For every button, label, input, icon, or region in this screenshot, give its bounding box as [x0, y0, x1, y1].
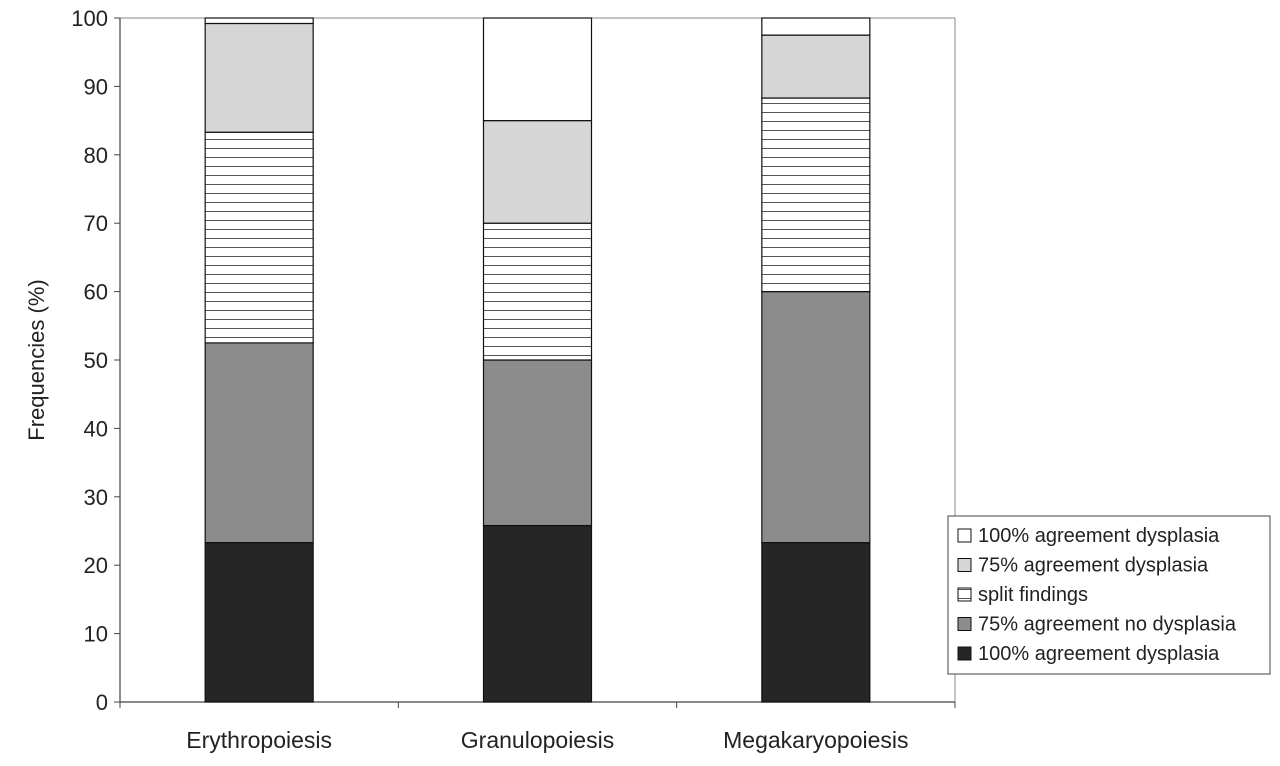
legend-swatch	[957, 558, 972, 572]
y-tick-label: 20	[84, 553, 108, 578]
legend-swatch	[957, 646, 972, 661]
legend-swatch	[957, 528, 972, 543]
bar-segment-3-granulopoiesis	[482, 222, 593, 361]
legend-box	[947, 515, 1271, 675]
y-tick-label: 30	[84, 485, 108, 510]
bar-segment-5-erythropoiesis	[204, 17, 314, 25]
y-tick-label: 70	[84, 211, 108, 236]
y-tick-label: 90	[84, 74, 108, 99]
bar-segment-2-erythropoiesis	[204, 342, 314, 544]
bar-segment-1-erythropoiesis	[204, 542, 314, 703]
bar-segment-3-megakaryopoiesis	[761, 97, 871, 293]
bar-segment-2-megakaryopoiesis	[761, 291, 871, 544]
bar-segment-1-granulopoiesis	[482, 524, 593, 703]
bar-segment-1-megakaryopoiesis	[761, 542, 871, 703]
legend-swatch	[957, 587, 972, 602]
legend-entry-label: 100% agreement dysplasia	[978, 643, 1220, 665]
y-tick-label: 50	[84, 348, 108, 373]
bar-segment-4-megakaryopoiesis	[761, 34, 871, 99]
bar-segment-5-megakaryopoiesis	[761, 17, 871, 36]
x-category-label: Megakaryopoiesis	[723, 727, 908, 753]
plot-area: 0 10 20 30 40 50 60 70 80 90 100 Erythropoiesis Gran…	[71, 6, 956, 753]
bar-segment-3-erythropoiesis	[204, 131, 314, 344]
x-category-label: Granulopoiesis	[461, 727, 614, 753]
y-tick-label: 60	[84, 280, 108, 305]
legend-swatch	[957, 617, 972, 631]
y-tick-label: 10	[84, 622, 108, 647]
bar-segment-4-erythropoiesis	[204, 22, 314, 133]
y-tick-label: 100	[71, 6, 108, 31]
bar-segment-4-granulopoiesis	[482, 119, 593, 224]
y-tick-label: 0	[96, 690, 108, 715]
y-axis-label: Frequencies (%)	[24, 279, 49, 440]
legend-entry-label: split findings	[978, 584, 1088, 606]
bar-segment-5-granulopoiesis	[482, 17, 593, 122]
y-tick-label: 40	[84, 416, 108, 441]
legend: 100% agreement dysplasia 75% agreement dy…	[947, 515, 1271, 675]
legend-entry-label: 75% agreement no dysplasia	[978, 614, 1237, 636]
bar-segment-2-granulopoiesis	[482, 359, 593, 527]
legend-entry-label: 75% agreement dysplasia	[978, 555, 1209, 577]
x-category-label: Erythropoiesis	[186, 727, 332, 753]
legend-entry-label: 100% agreement dysplasia	[978, 525, 1220, 547]
y-tick-label: 80	[84, 143, 108, 168]
